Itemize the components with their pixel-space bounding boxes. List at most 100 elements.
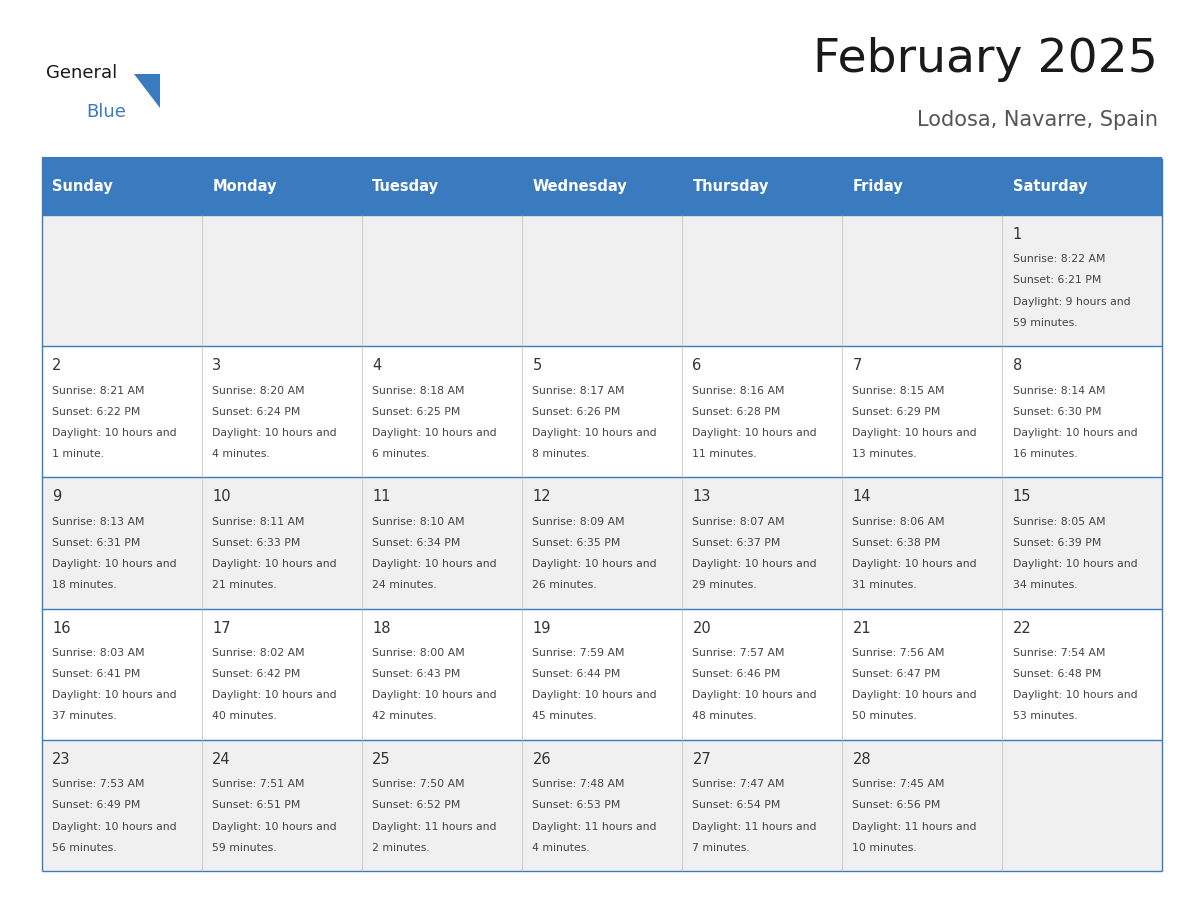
Text: Sunrise: 8:06 AM: Sunrise: 8:06 AM — [853, 517, 946, 527]
Text: 1 minute.: 1 minute. — [52, 449, 105, 459]
Text: Sunset: 6:48 PM: Sunset: 6:48 PM — [1012, 669, 1101, 679]
Text: Sunrise: 8:22 AM: Sunrise: 8:22 AM — [1012, 254, 1105, 264]
Text: 18: 18 — [372, 621, 391, 635]
Text: 16 minutes.: 16 minutes. — [1012, 449, 1078, 459]
Text: Sunset: 6:46 PM: Sunset: 6:46 PM — [693, 669, 781, 679]
Text: Sunset: 6:33 PM: Sunset: 6:33 PM — [213, 538, 301, 548]
Text: Daylight: 11 hours and: Daylight: 11 hours and — [693, 822, 817, 832]
Text: Sunset: 6:30 PM: Sunset: 6:30 PM — [1012, 407, 1101, 417]
Text: Sunset: 6:21 PM: Sunset: 6:21 PM — [1012, 275, 1101, 285]
Text: Daylight: 10 hours and: Daylight: 10 hours and — [693, 690, 817, 700]
Text: 11: 11 — [372, 489, 391, 504]
Text: Daylight: 10 hours and: Daylight: 10 hours and — [213, 690, 337, 700]
Text: 1: 1 — [1012, 227, 1022, 241]
Text: 45 minutes.: 45 minutes. — [532, 711, 598, 722]
Text: Sunrise: 7:56 AM: Sunrise: 7:56 AM — [853, 648, 944, 658]
Text: 37 minutes.: 37 minutes. — [52, 711, 116, 722]
Text: Daylight: 10 hours and: Daylight: 10 hours and — [532, 690, 657, 700]
Text: Sunrise: 7:59 AM: Sunrise: 7:59 AM — [532, 648, 625, 658]
Text: 24 minutes.: 24 minutes. — [372, 580, 437, 590]
Text: Wednesday: Wednesday — [532, 179, 627, 194]
Text: 21 minutes.: 21 minutes. — [213, 580, 277, 590]
Text: Thursday: Thursday — [693, 179, 769, 194]
Text: Sunrise: 7:53 AM: Sunrise: 7:53 AM — [52, 779, 145, 789]
Text: Saturday: Saturday — [1012, 179, 1087, 194]
Text: Daylight: 10 hours and: Daylight: 10 hours and — [52, 690, 177, 700]
Text: 27: 27 — [693, 752, 712, 767]
Text: Sunset: 6:53 PM: Sunset: 6:53 PM — [532, 800, 621, 811]
Text: 3: 3 — [213, 358, 221, 373]
Text: Monday: Monday — [213, 179, 277, 194]
Text: Daylight: 11 hours and: Daylight: 11 hours and — [532, 822, 657, 832]
Text: February 2025: February 2025 — [814, 37, 1158, 82]
Text: 20: 20 — [693, 621, 712, 635]
Text: Sunrise: 8:07 AM: Sunrise: 8:07 AM — [693, 517, 785, 527]
Text: 48 minutes.: 48 minutes. — [693, 711, 757, 722]
Text: 7 minutes.: 7 minutes. — [693, 843, 750, 853]
Text: Sunset: 6:43 PM: Sunset: 6:43 PM — [372, 669, 461, 679]
Text: 4 minutes.: 4 minutes. — [213, 449, 270, 459]
Text: Friday: Friday — [853, 179, 903, 194]
Text: 9: 9 — [52, 489, 62, 504]
Text: Daylight: 10 hours and: Daylight: 10 hours and — [372, 559, 497, 569]
FancyBboxPatch shape — [42, 477, 1162, 609]
Text: Sunset: 6:37 PM: Sunset: 6:37 PM — [693, 538, 781, 548]
Text: 14: 14 — [853, 489, 871, 504]
Text: 56 minutes.: 56 minutes. — [52, 843, 116, 853]
Text: Sunset: 6:51 PM: Sunset: 6:51 PM — [213, 800, 301, 811]
Text: Sunrise: 8:02 AM: Sunrise: 8:02 AM — [213, 648, 305, 658]
Text: Daylight: 10 hours and: Daylight: 10 hours and — [52, 822, 177, 832]
Text: 16: 16 — [52, 621, 71, 635]
FancyBboxPatch shape — [42, 346, 1162, 477]
Text: Sunrise: 8:17 AM: Sunrise: 8:17 AM — [532, 386, 625, 396]
Text: 7: 7 — [853, 358, 861, 373]
Text: 2 minutes.: 2 minutes. — [372, 843, 430, 853]
Text: Sunset: 6:54 PM: Sunset: 6:54 PM — [693, 800, 781, 811]
Text: Sunset: 6:29 PM: Sunset: 6:29 PM — [853, 407, 941, 417]
Text: 10: 10 — [213, 489, 230, 504]
Text: 31 minutes.: 31 minutes. — [853, 580, 917, 590]
Text: Sunset: 6:42 PM: Sunset: 6:42 PM — [213, 669, 301, 679]
Text: Sunset: 6:52 PM: Sunset: 6:52 PM — [372, 800, 461, 811]
Text: Sunrise: 8:11 AM: Sunrise: 8:11 AM — [213, 517, 305, 527]
Text: Sunrise: 8:20 AM: Sunrise: 8:20 AM — [213, 386, 305, 396]
Text: Sunrise: 8:16 AM: Sunrise: 8:16 AM — [693, 386, 785, 396]
Text: 13 minutes.: 13 minutes. — [853, 449, 917, 459]
Text: Tuesday: Tuesday — [372, 179, 440, 194]
Text: Sunset: 6:41 PM: Sunset: 6:41 PM — [52, 669, 140, 679]
Text: Daylight: 11 hours and: Daylight: 11 hours and — [853, 822, 977, 832]
Text: Sunrise: 8:15 AM: Sunrise: 8:15 AM — [853, 386, 944, 396]
Text: Daylight: 10 hours and: Daylight: 10 hours and — [853, 559, 977, 569]
Text: Sunrise: 8:13 AM: Sunrise: 8:13 AM — [52, 517, 145, 527]
Text: Daylight: 10 hours and: Daylight: 10 hours and — [213, 822, 337, 832]
Text: 42 minutes.: 42 minutes. — [372, 711, 437, 722]
Text: Sunrise: 7:51 AM: Sunrise: 7:51 AM — [213, 779, 305, 789]
Text: 26 minutes.: 26 minutes. — [532, 580, 598, 590]
Text: Blue: Blue — [87, 103, 127, 120]
Text: Sunrise: 7:54 AM: Sunrise: 7:54 AM — [1012, 648, 1105, 658]
Text: Daylight: 9 hours and: Daylight: 9 hours and — [1012, 297, 1130, 307]
Text: 21: 21 — [853, 621, 871, 635]
Text: 6: 6 — [693, 358, 702, 373]
Text: Sunrise: 8:18 AM: Sunrise: 8:18 AM — [372, 386, 465, 396]
Text: Sunrise: 8:00 AM: Sunrise: 8:00 AM — [372, 648, 466, 658]
Text: 19: 19 — [532, 621, 551, 635]
Text: 13: 13 — [693, 489, 710, 504]
Text: 4: 4 — [372, 358, 381, 373]
Text: 23: 23 — [52, 752, 71, 767]
Text: Sunrise: 8:14 AM: Sunrise: 8:14 AM — [1012, 386, 1105, 396]
Text: Sunset: 6:28 PM: Sunset: 6:28 PM — [693, 407, 781, 417]
Text: Daylight: 10 hours and: Daylight: 10 hours and — [372, 428, 497, 438]
Text: 12: 12 — [532, 489, 551, 504]
Text: Sunset: 6:35 PM: Sunset: 6:35 PM — [532, 538, 621, 548]
Text: Sunset: 6:31 PM: Sunset: 6:31 PM — [52, 538, 140, 548]
Text: 22: 22 — [1012, 621, 1031, 635]
Text: Daylight: 10 hours and: Daylight: 10 hours and — [1012, 428, 1137, 438]
Text: Daylight: 10 hours and: Daylight: 10 hours and — [853, 428, 977, 438]
FancyBboxPatch shape — [42, 215, 1162, 346]
Text: 15: 15 — [1012, 489, 1031, 504]
Text: Sunrise: 8:21 AM: Sunrise: 8:21 AM — [52, 386, 145, 396]
Text: 28: 28 — [853, 752, 871, 767]
Text: Daylight: 10 hours and: Daylight: 10 hours and — [213, 559, 337, 569]
Text: 8 minutes.: 8 minutes. — [532, 449, 590, 459]
